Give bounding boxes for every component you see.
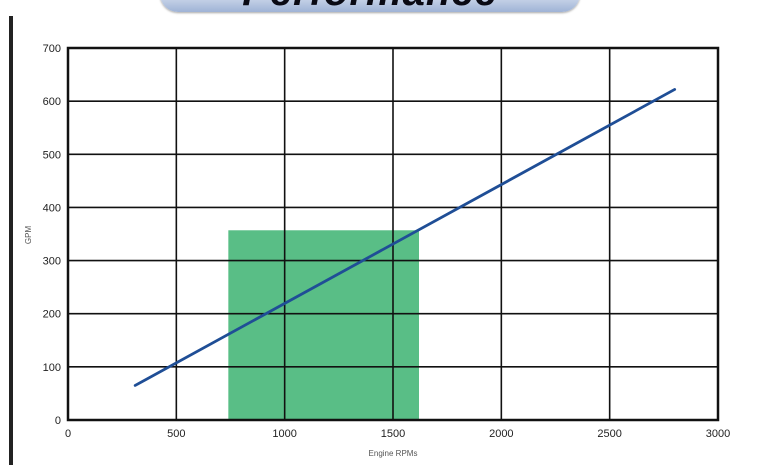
gpm-line [133, 88, 677, 387]
series-layer [133, 88, 677, 387]
x-axis-label: Engine RPMs [369, 449, 418, 458]
x-tick-label: 500 [167, 428, 185, 440]
title-banner: Performance [160, 0, 580, 12]
operating-region [228, 230, 419, 420]
y-tick-label: 500 [43, 149, 61, 161]
x-tick-label: 1000 [272, 428, 296, 440]
banner-title: Performance [160, 0, 580, 12]
x-tick-label: 2000 [489, 428, 513, 440]
grid-layer [66, 46, 720, 422]
y-tick-label: 400 [43, 202, 61, 214]
x-tick-label: 0 [65, 428, 71, 440]
x-tick-label: 3000 [706, 428, 730, 440]
operating-region-layer [228, 230, 419, 420]
y-tick-label: 300 [43, 256, 61, 268]
y-tick-label: 600 [43, 96, 61, 108]
y-tick-label: 200 [43, 309, 61, 321]
y-tick-label: 700 [43, 43, 61, 55]
x-tick-label: 2500 [597, 428, 621, 440]
left-divider [9, 16, 13, 465]
y-tick-label: 100 [43, 362, 61, 374]
y-axis-label: GPM [24, 226, 33, 245]
y-tick-label: 0 [55, 415, 61, 427]
x-tick-label: 1500 [381, 428, 405, 440]
tick-label-layer: 0 500 1000 1500 2000 2500 3000 0 100 200 300 400 500… [43, 43, 731, 440]
plot-frame [66, 46, 720, 422]
